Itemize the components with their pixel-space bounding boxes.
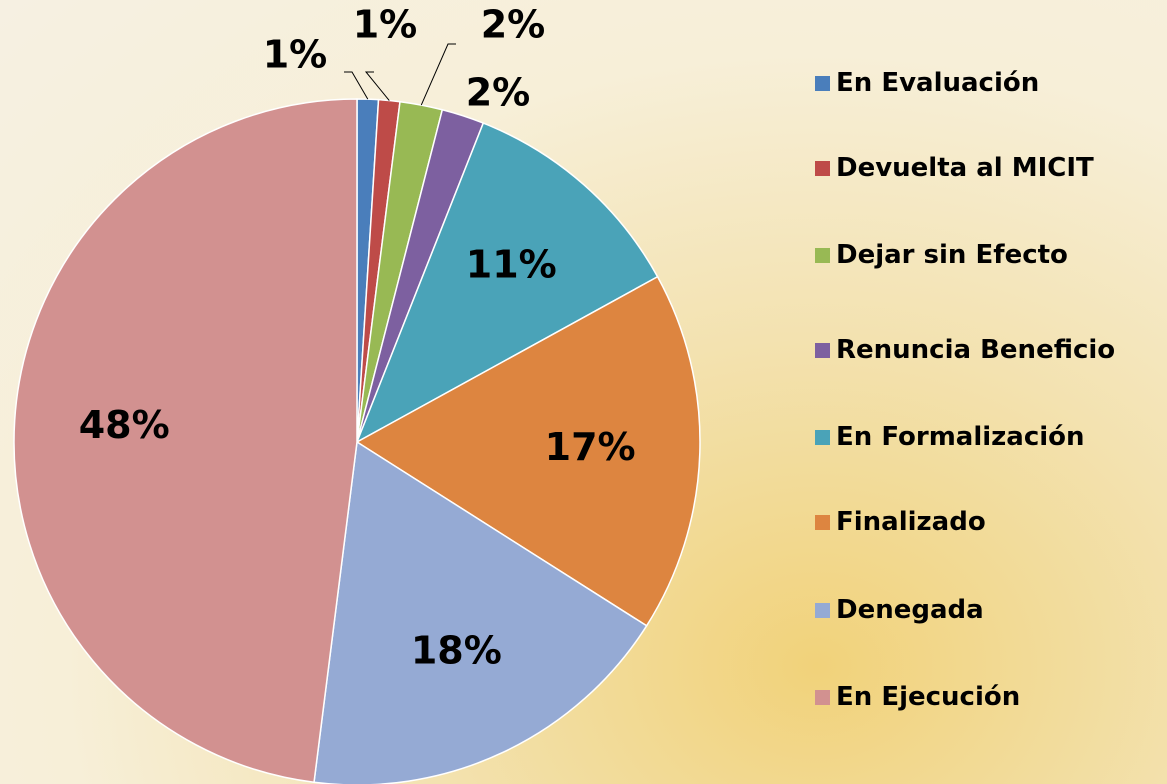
data-label: 1% [263,33,328,77]
legend-item: En Evaluación [815,68,1145,98]
legend-item: Devuelta al MICIT [815,153,1145,183]
leader-line [420,43,456,106]
pie-slice [355,122,659,444]
legend-swatch [815,603,830,618]
legend-label: Finalizado [836,507,986,537]
data-label: 11% [466,243,557,287]
legend-swatch [815,430,830,445]
data-label: 48% [79,403,170,447]
pie-slice [13,98,358,784]
legend-swatch [815,161,830,176]
legend-swatch [815,76,830,91]
legend-label: Dejar sin Efecto [836,240,1068,270]
legend-label: Denegada [836,595,984,625]
legend-swatch [815,515,830,530]
legend-label: En Ejecución [836,682,1021,712]
legend-item: Finalizado [815,507,1145,537]
leader-line [364,71,390,101]
data-label: 1% [353,3,418,47]
legend-item: En Ejecución [815,682,1145,712]
data-label: 2% [481,3,546,47]
data-label: 17% [545,425,636,469]
legend-label: En Formalización [836,422,1085,452]
data-label: 2% [466,71,531,115]
legend-swatch [815,343,830,358]
leader-line [344,71,369,100]
legend-swatch [815,248,830,263]
legend-item: En Formalización [815,422,1145,452]
data-label: 18% [411,629,502,673]
legend-item: Renuncia Beneficio [815,335,1145,365]
legend-item: Dejar sin Efecto [815,240,1145,270]
pie-slice [313,440,648,784]
legend-item: Denegada [815,595,1145,625]
pie-slice [355,275,701,627]
legend-label: Renuncia Beneficio [836,335,1116,365]
legend-label: En Evaluación [836,68,1040,98]
legend-label: Devuelta al MICIT [836,153,1094,183]
legend-swatch [815,690,830,705]
